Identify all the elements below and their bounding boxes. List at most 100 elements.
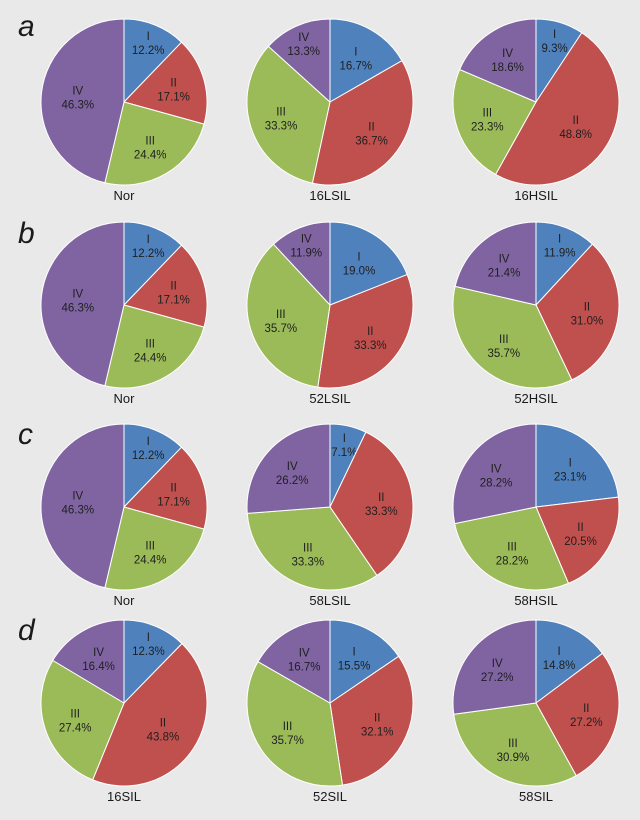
- slice-value-label: 12.3%: [132, 646, 165, 658]
- slice-category-label: II: [160, 718, 166, 730]
- pie-d-58sil: I 14.8% II 27.2% III 30.9% IV 27.2% 58SIL: [452, 619, 620, 804]
- slice-value-label: 31.0%: [571, 316, 604, 328]
- slice-value-label: 17.1%: [157, 496, 190, 508]
- pie-slice-ii: [92, 642, 208, 787]
- pie-caption: Nor: [114, 391, 136, 406]
- slice-category-label: III: [508, 738, 518, 750]
- slice-category-label: III: [70, 708, 80, 720]
- slice-value-label: 24.4%: [134, 554, 167, 566]
- slice-category-label: II: [577, 522, 583, 534]
- slice-category-label: III: [276, 309, 286, 321]
- slice-category-label: II: [170, 280, 176, 292]
- pie-caption: Nor: [114, 188, 136, 203]
- slice-value-label: 18.6%: [491, 62, 524, 74]
- pie-slice-ii: [329, 431, 414, 577]
- pie-slice-iii: [453, 702, 577, 787]
- pie-slice-i: [123, 619, 183, 705]
- slice-category-label: II: [367, 326, 373, 338]
- pie-slice-iv: [257, 619, 331, 704]
- slice-value-label: 16.7%: [339, 61, 372, 73]
- slice-value-label: 12.2%: [132, 450, 165, 462]
- slice-value-label: 13.3%: [287, 46, 320, 58]
- slice-category-label: II: [368, 121, 374, 133]
- slice-category-label: I: [354, 47, 357, 59]
- slice-category-label: I: [147, 31, 150, 43]
- pie-d-16sil: I 12.3% II 43.8% III 27.4% IV 16.4% 16SIL: [40, 619, 208, 804]
- slice-category-label: IV: [72, 289, 83, 301]
- pie-slice-ii: [123, 446, 208, 530]
- pie-slice-iv: [452, 423, 537, 525]
- pie-slice-iii: [454, 506, 570, 591]
- pie-slice-iv: [267, 18, 331, 104]
- slice-value-label: 26.2%: [276, 475, 309, 487]
- slice-value-label: 11.9%: [544, 248, 576, 260]
- slice-category-label: IV: [491, 463, 502, 475]
- slice-value-label: 33.3%: [365, 506, 398, 518]
- slice-value-label: 33.3%: [265, 121, 298, 133]
- slice-category-label: IV: [72, 491, 83, 503]
- slice-value-label: 35.7%: [271, 735, 304, 747]
- pie-c-58hsil: I 23.1% II 20.5% III 28.2% IV 28.2% 58HSIL: [452, 423, 620, 608]
- slice-category-label: IV: [93, 647, 104, 659]
- slice-category-label: IV: [502, 48, 513, 60]
- pie-a-nor: I 12.2% II 17.1% III 24.4% IV 46.3% Nor: [40, 18, 208, 203]
- pie-c-58lsil: I 7.1% II 33.3% III 33.3% IV 26.2% 58LSIL: [246, 423, 414, 608]
- slice-value-label: 28.2%: [480, 477, 513, 489]
- pie-slice-i: [535, 619, 604, 704]
- pie-slice-iii: [246, 243, 331, 388]
- slice-category-label: I: [557, 646, 560, 658]
- slice-value-label: 7.1%: [331, 447, 357, 459]
- slice-value-label: 15.5%: [338, 661, 371, 673]
- pie-slice-i: [329, 18, 403, 103]
- slice-value-label: 27.4%: [59, 722, 92, 734]
- pie-slice-ii: [494, 32, 620, 186]
- slice-value-label: 46.3%: [61, 303, 94, 315]
- slice-value-label: 46.3%: [61, 505, 94, 517]
- slice-value-label: 24.4%: [134, 149, 167, 161]
- pie-slice-ii: [311, 59, 414, 186]
- slice-category-label: II: [378, 492, 384, 504]
- slice-value-label: 17.1%: [157, 91, 190, 103]
- pie-slice-iv: [40, 423, 125, 589]
- pie-slice-i: [329, 221, 408, 306]
- slice-value-label: 43.8%: [147, 732, 180, 744]
- slice-category-label: II: [374, 713, 380, 725]
- pie-slice-i: [123, 423, 183, 509]
- slice-category-label: III: [276, 107, 286, 119]
- pie-slice-iv: [458, 18, 537, 103]
- slice-category-label: III: [145, 338, 155, 350]
- slice-value-label: 30.9%: [497, 752, 530, 764]
- pie-slice-ii: [123, 244, 208, 328]
- pie-slice-iv: [52, 619, 125, 704]
- slice-category-label: III: [507, 542, 517, 554]
- slice-value-label: 48.8%: [559, 129, 592, 141]
- slice-value-label: 12.2%: [132, 248, 165, 260]
- slice-value-label: 16.4%: [82, 661, 115, 673]
- slice-category-label: II: [583, 703, 589, 715]
- slice-category-label: I: [553, 29, 556, 41]
- slice-value-label: 35.7%: [264, 323, 297, 335]
- slice-value-label: 11.9%: [290, 248, 322, 260]
- slice-category-label: I: [558, 234, 561, 246]
- pie-slice-ii: [535, 652, 620, 777]
- slice-category-label: IV: [499, 254, 510, 266]
- pie-slice-iii: [246, 506, 378, 591]
- slice-category-label: I: [343, 433, 346, 445]
- pie-caption: 16LSIL: [309, 188, 350, 203]
- pie-slice-ii: [535, 496, 620, 585]
- slice-category-label: I: [357, 252, 360, 264]
- panel-letter-a: a: [18, 10, 35, 43]
- pie-a-16lsil: I 16.7% II 36.7% III 33.3% IV 13.3% 16LSIL: [246, 18, 414, 203]
- panel-letter-d: d: [18, 614, 36, 647]
- pie-b-52lsil: I 19.0% II 33.3% III 35.7% IV 11.9% 52LSIL: [246, 221, 414, 406]
- slice-category-label: IV: [72, 86, 83, 98]
- slice-category-label: I: [569, 458, 572, 470]
- slice-value-label: 23.3%: [471, 122, 504, 134]
- pie-slice-iv: [452, 619, 537, 715]
- slice-value-label: 33.3%: [291, 556, 324, 568]
- slice-value-label: 46.3%: [61, 100, 94, 112]
- slice-category-label: IV: [301, 234, 312, 246]
- pie-slice-iv: [272, 221, 331, 307]
